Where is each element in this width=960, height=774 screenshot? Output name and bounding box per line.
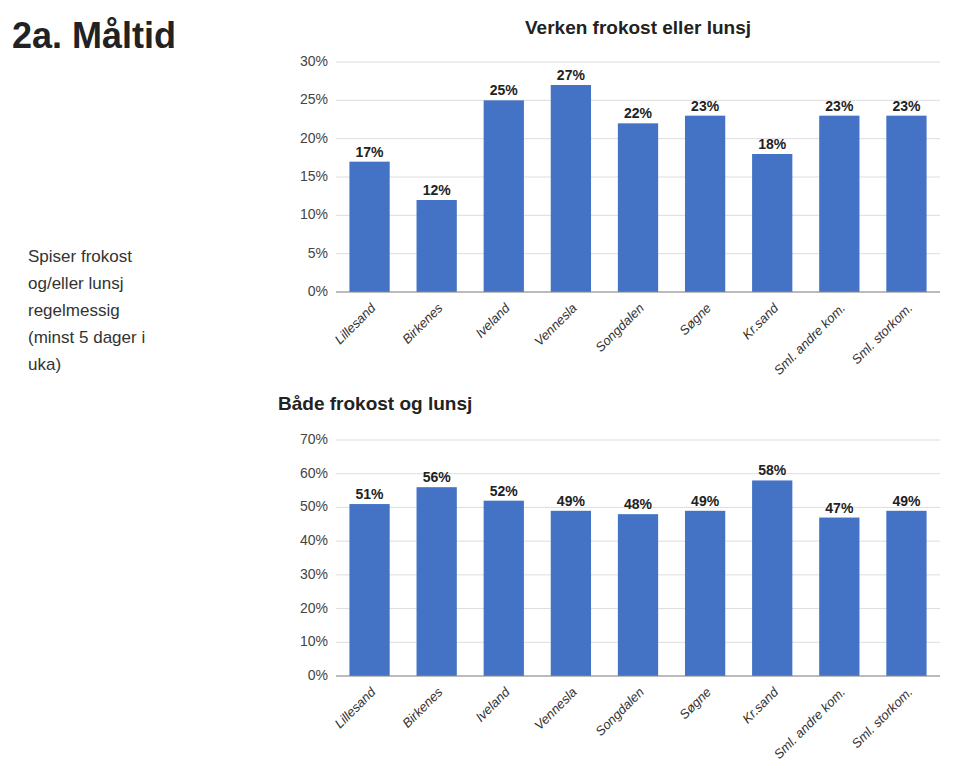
x-tick-label: Lillesand (332, 300, 379, 347)
x-tick-label: Lillesand (332, 684, 379, 731)
bar (819, 518, 859, 676)
y-tick-label: 25% (300, 91, 328, 107)
x-tick-label: Sml. andre kom. (771, 300, 849, 378)
data-labels: 51% 56% 52% 49% 48% 49% 58% 47% 49% (356, 462, 921, 515)
bar (484, 501, 524, 676)
data-label: 23% (892, 98, 921, 114)
subtitle-line: regelmessig (28, 301, 120, 320)
bar (618, 123, 658, 292)
data-label: 52% (490, 483, 519, 499)
y-tick-label: 0% (308, 283, 328, 299)
main-title: 2a. Måltid (12, 15, 176, 56)
chart: Både frokost og lunsj 0% 10% 20% 30% 40% 50% 60… (278, 393, 940, 762)
y-tick-label: 50% (300, 498, 328, 514)
y-tick-label: 10% (300, 633, 328, 649)
y-tick-label: 40% (300, 532, 328, 548)
y-axis: 0% 5% 10% 15% 20% 25% 30% (300, 53, 940, 299)
bars (349, 480, 926, 676)
data-label: 56% (423, 469, 452, 485)
subtitle-line: uka) (28, 355, 61, 374)
bar (484, 100, 524, 292)
x-tick-label: Sml. storkom. (849, 684, 916, 751)
y-axis: 0% 10% 20% 30% 40% 50% 60% 70% (300, 431, 940, 683)
bar (618, 514, 658, 676)
x-axis: Lillesand Birkenes Iveland VenneslaSongdale… (332, 684, 916, 762)
data-label: 23% (825, 98, 854, 114)
data-label: 47% (825, 500, 854, 516)
y-tick-label: 10% (300, 206, 328, 222)
x-tick-label: Vennesla (531, 684, 580, 733)
x-tick-label: Kr.sand (739, 684, 781, 726)
subtitle-line: og/eller lunsj (28, 274, 123, 293)
x-axis: Lillesand Birkenes Iveland VenneslaSongdale… (332, 300, 916, 378)
y-tick-label: 0% (308, 667, 328, 683)
x-tick-label: Iveland (472, 684, 513, 725)
y-tick-label: 20% (300, 600, 328, 616)
bar (349, 504, 389, 676)
data-label: 49% (691, 493, 720, 509)
chart-title: Verken frokost eller lunsj (525, 17, 751, 38)
x-tick-label: Birkenes (399, 300, 446, 347)
data-label: 27% (557, 67, 586, 83)
chart: Verken frokost eller lunsj 0% 5% 10% 15% 20% 2… (300, 17, 940, 378)
bar (417, 487, 457, 676)
bar (752, 154, 792, 292)
y-tick-label: 5% (308, 245, 328, 261)
data-label: 22% (624, 105, 653, 121)
y-tick-label: 60% (300, 465, 328, 481)
bar (886, 511, 926, 676)
bar (819, 116, 859, 292)
subtitle-line: (minst 5 dager i (28, 328, 145, 347)
x-tick-label: Iveland (472, 300, 513, 341)
grid-line (336, 292, 940, 293)
subtitle-line: Spiser frokost (28, 247, 132, 266)
x-tick-label: Søgne (676, 300, 714, 338)
data-label: 18% (758, 136, 787, 152)
data-label: 51% (356, 486, 385, 502)
x-axis-line (336, 292, 940, 293)
chart-title: Både frokost og lunsj (278, 393, 472, 414)
grid-line (336, 62, 940, 63)
y-tick-label: 20% (300, 130, 328, 146)
bar (551, 85, 591, 292)
x-tick-label: Birkenes (399, 684, 446, 731)
x-tick-label: Søgne (676, 684, 714, 722)
x-tick-label: Songdalen (592, 684, 647, 739)
data-label: 48% (624, 496, 653, 512)
bar (685, 511, 725, 676)
bar (551, 511, 591, 676)
data-label: 58% (758, 462, 787, 478)
data-label: 25% (490, 82, 519, 98)
data-labels: 17% 12% 25% 27% 22% 23% 18% 23% 23% (356, 67, 921, 198)
x-axis-line (336, 676, 940, 677)
grid-line (336, 440, 940, 441)
x-tick-label: Songdalen (592, 300, 647, 355)
bar (685, 116, 725, 292)
x-tick-label: Vennesla (531, 300, 580, 349)
x-tick-label: Kr.sand (739, 300, 781, 342)
x-tick-label: Sml. andre kom. (771, 684, 849, 762)
x-tick-label: Sml. storkom. (849, 300, 916, 367)
bar (417, 200, 457, 292)
bars (349, 85, 926, 292)
figure: 2a. Måltid Spiser frokost og/eller lunsj re… (0, 0, 960, 774)
y-tick-label: 30% (300, 566, 328, 582)
bar (349, 162, 389, 292)
data-label: 17% (356, 144, 385, 160)
y-tick-label: 15% (300, 168, 328, 184)
bar (752, 480, 792, 676)
grid-line (336, 676, 940, 677)
y-tick-label: 70% (300, 431, 328, 447)
bar (886, 116, 926, 292)
data-label: 49% (557, 493, 586, 509)
subtitle: Spiser frokost og/eller lunsj regelmessig (… (28, 247, 145, 374)
y-tick-label: 30% (300, 53, 328, 69)
data-label: 49% (892, 493, 921, 509)
data-label: 12% (423, 182, 452, 198)
data-label: 23% (691, 98, 720, 114)
